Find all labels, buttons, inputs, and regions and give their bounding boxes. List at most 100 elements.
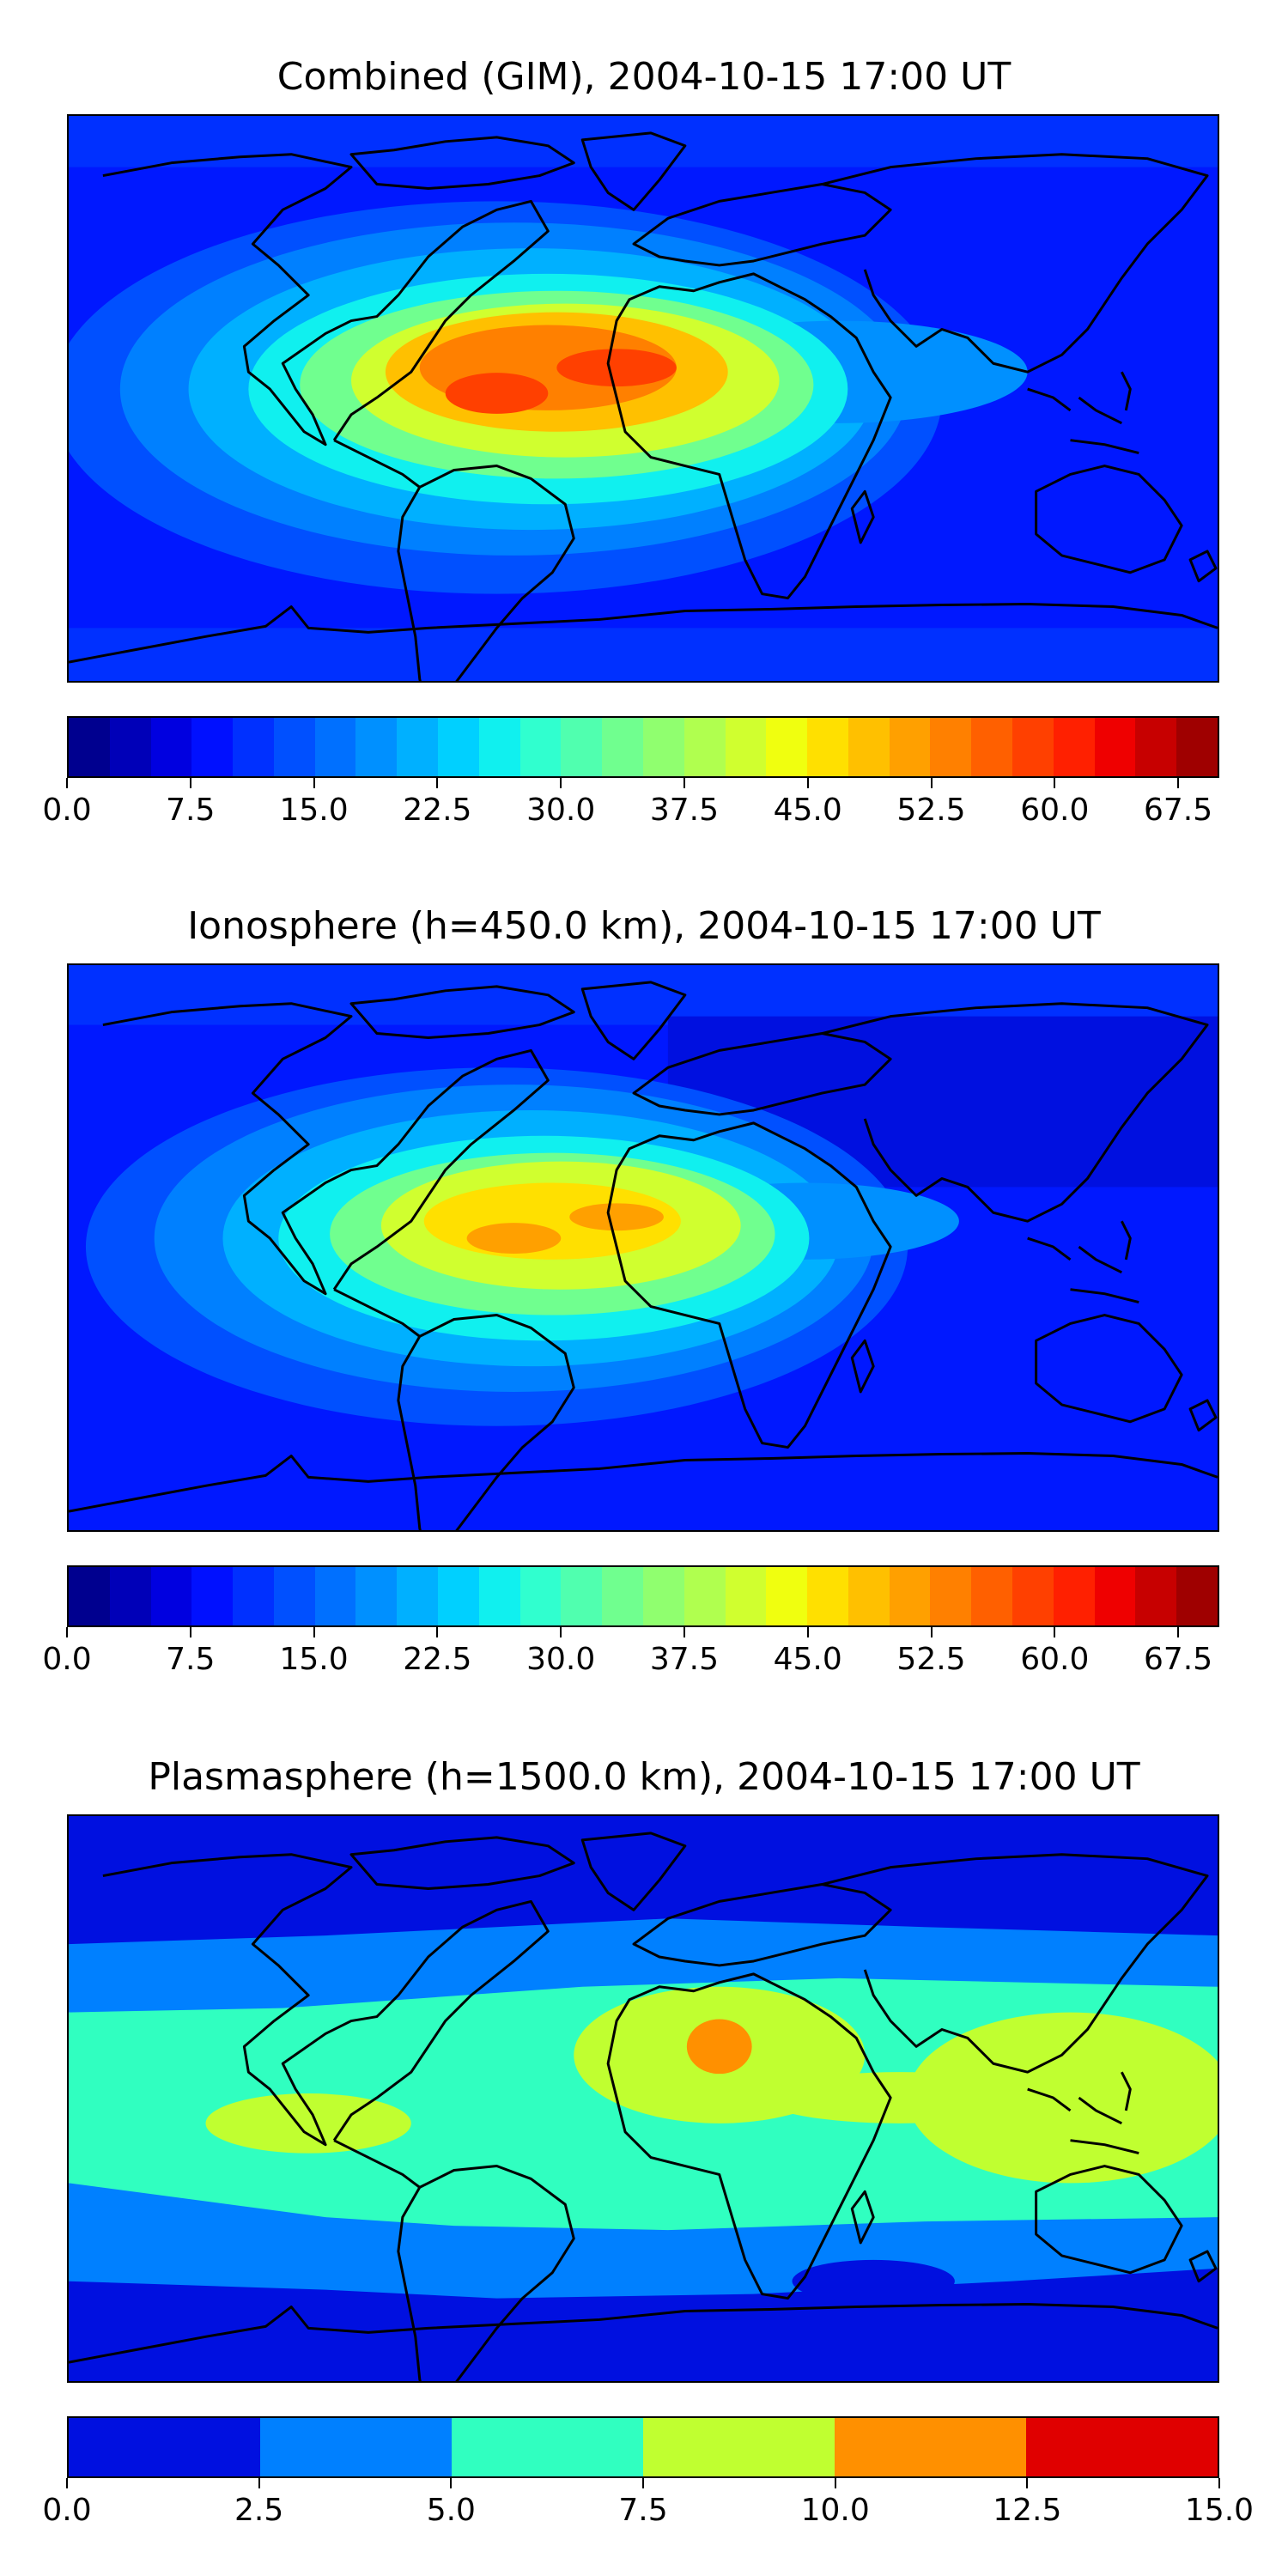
colorbar-segment <box>1176 718 1218 776</box>
colorbar-segment <box>438 718 479 776</box>
colorbar-segment <box>109 1567 151 1625</box>
colorbar-segment <box>519 718 562 776</box>
colorbar-segment <box>1053 1567 1095 1625</box>
colorbar-segment <box>519 1567 562 1625</box>
colorbar-segment <box>1176 1567 1218 1625</box>
colorbar-tick-label: 67.5 <box>1143 793 1213 828</box>
colorbar-tick <box>642 2478 644 2488</box>
colorbar-tick <box>313 778 315 788</box>
colorbar-tick-label: 15.0 <box>279 793 349 828</box>
colorbar-segment <box>1026 2418 1218 2476</box>
colorbar-tick-label: 60.0 <box>1020 793 1090 828</box>
colorbar-segment <box>848 718 890 776</box>
colorbar-segment <box>191 1567 234 1625</box>
colorbar-segment <box>438 1567 479 1625</box>
map-canvas <box>69 116 1218 681</box>
colorbar-tick-label: 0.0 <box>42 1642 92 1677</box>
colorbar-segment <box>1053 718 1095 776</box>
colorbar-tick <box>66 1627 68 1637</box>
colorbar-tick <box>313 1627 315 1637</box>
colorbar-tick-label: 15.0 <box>279 1642 349 1677</box>
colorbar-tick <box>1054 778 1056 788</box>
colorbar-segment <box>930 718 972 776</box>
colorbar-segment <box>889 1567 931 1625</box>
colorbar-segment <box>1094 1567 1136 1625</box>
colorbar-segment <box>69 1567 110 1625</box>
colorbar-tick <box>258 2478 260 2488</box>
colorbar-tick-label: 67.5 <box>1143 1642 1213 1677</box>
map-title: Combined (GIM), 2004-10-15 17:00 UT <box>276 55 1012 99</box>
colorbar-segment <box>561 718 603 776</box>
colorbar-segment <box>478 1567 520 1625</box>
colorbar-segment <box>355 718 398 776</box>
colorbar-tick-label: 45.0 <box>773 793 842 828</box>
colorbar-tick <box>930 1627 933 1637</box>
colorbar-tick-label: 22.5 <box>403 793 472 828</box>
colorbar-segment <box>725 718 767 776</box>
colorbar-segment <box>807 718 848 776</box>
colorbar <box>67 2416 1219 2478</box>
colorbar-segment <box>835 2418 1026 2476</box>
colorbar-segment <box>150 718 192 776</box>
colorbar-tick <box>806 778 809 788</box>
colorbar-segment <box>683 1567 726 1625</box>
colorbar-segment <box>1012 1567 1054 1625</box>
colorbar <box>67 716 1219 778</box>
colorbar-segment <box>1094 718 1136 776</box>
colorbar-segment <box>643 2418 835 2476</box>
colorbar-tick <box>189 1627 191 1637</box>
colorbar-segment <box>260 2418 452 2476</box>
colorbar-tick <box>1218 2478 1220 2488</box>
colorbar-tick <box>560 1627 562 1637</box>
colorbar-segment <box>1135 718 1177 776</box>
map-canvas <box>69 965 1218 1530</box>
colorbar-segment <box>69 718 110 776</box>
colorbar-segment <box>766 1567 808 1625</box>
colorbar-segment <box>971 718 1012 776</box>
colorbar-segment <box>725 1567 767 1625</box>
colorbar-segment <box>273 1567 315 1625</box>
colorbar-ticks: 0.0 2.5 5.0 7.5 10.0 12.5 15.0 <box>42 2478 1254 2530</box>
colorbar-tick-label: 2.5 <box>234 2493 284 2528</box>
map-canvas <box>69 1816 1218 2381</box>
colorbar-segment <box>109 718 151 776</box>
colorbar-tick-label: 45.0 <box>773 1642 842 1677</box>
colorbar-segment <box>273 718 315 776</box>
colorbar-tick <box>683 1627 685 1637</box>
colorbar-segment <box>971 1567 1012 1625</box>
colorbar-tick <box>1026 2478 1029 2488</box>
colorbar-tick <box>1177 778 1180 788</box>
colorbar-tick <box>436 1627 439 1637</box>
colorbar-segment <box>683 718 726 776</box>
colorbar-tick <box>806 1627 809 1637</box>
colorbar-tick-label: 30.0 <box>526 793 596 828</box>
colorbar-segment <box>1012 718 1054 776</box>
colorbar-tick-label: 0.0 <box>42 793 92 828</box>
colorbar-tick <box>1177 1627 1180 1637</box>
colorbar-segment <box>314 1567 356 1625</box>
colorbar-tick-label: 10.0 <box>800 2493 870 2528</box>
colorbar-tick-label: 37.5 <box>649 793 719 828</box>
colorbar-tick <box>930 778 933 788</box>
colorbar-tick-label: 12.5 <box>993 2493 1062 2528</box>
colorbar-tick <box>560 778 562 788</box>
colorbar-tick <box>66 778 68 788</box>
colorbar-tick-label: 15.0 <box>1184 2493 1255 2528</box>
colorbar-segment <box>397 718 439 776</box>
colorbar-tick <box>450 2478 453 2488</box>
colorbar-tick-label: 0.0 <box>42 2493 92 2528</box>
colorbar-segment <box>848 1567 890 1625</box>
colorbar-tick-label: 5.0 <box>426 2493 476 2528</box>
map-title: Plasmasphere (h=1500.0 km), 2004-10-15 1… <box>148 1755 1140 1799</box>
colorbar-segment <box>642 718 684 776</box>
colorbar-segment <box>807 1567 848 1625</box>
colorbar-tick <box>66 2478 68 2488</box>
colorbar-segment <box>602 1567 643 1625</box>
colorbar-tick-label: 60.0 <box>1020 1642 1090 1677</box>
tec-map-plasmasphere <box>67 1814 1219 2383</box>
colorbar-segment <box>930 1567 972 1625</box>
colorbar-segment <box>233 1567 274 1625</box>
colorbar-ticks: 0.0 7.5 15.0 22.5 30.0 37.5 45.0 52.5 60.0 67.5 <box>42 1627 1219 1679</box>
colorbar-segment <box>397 1567 439 1625</box>
colorbar-tick-label: 7.5 <box>166 1642 216 1677</box>
